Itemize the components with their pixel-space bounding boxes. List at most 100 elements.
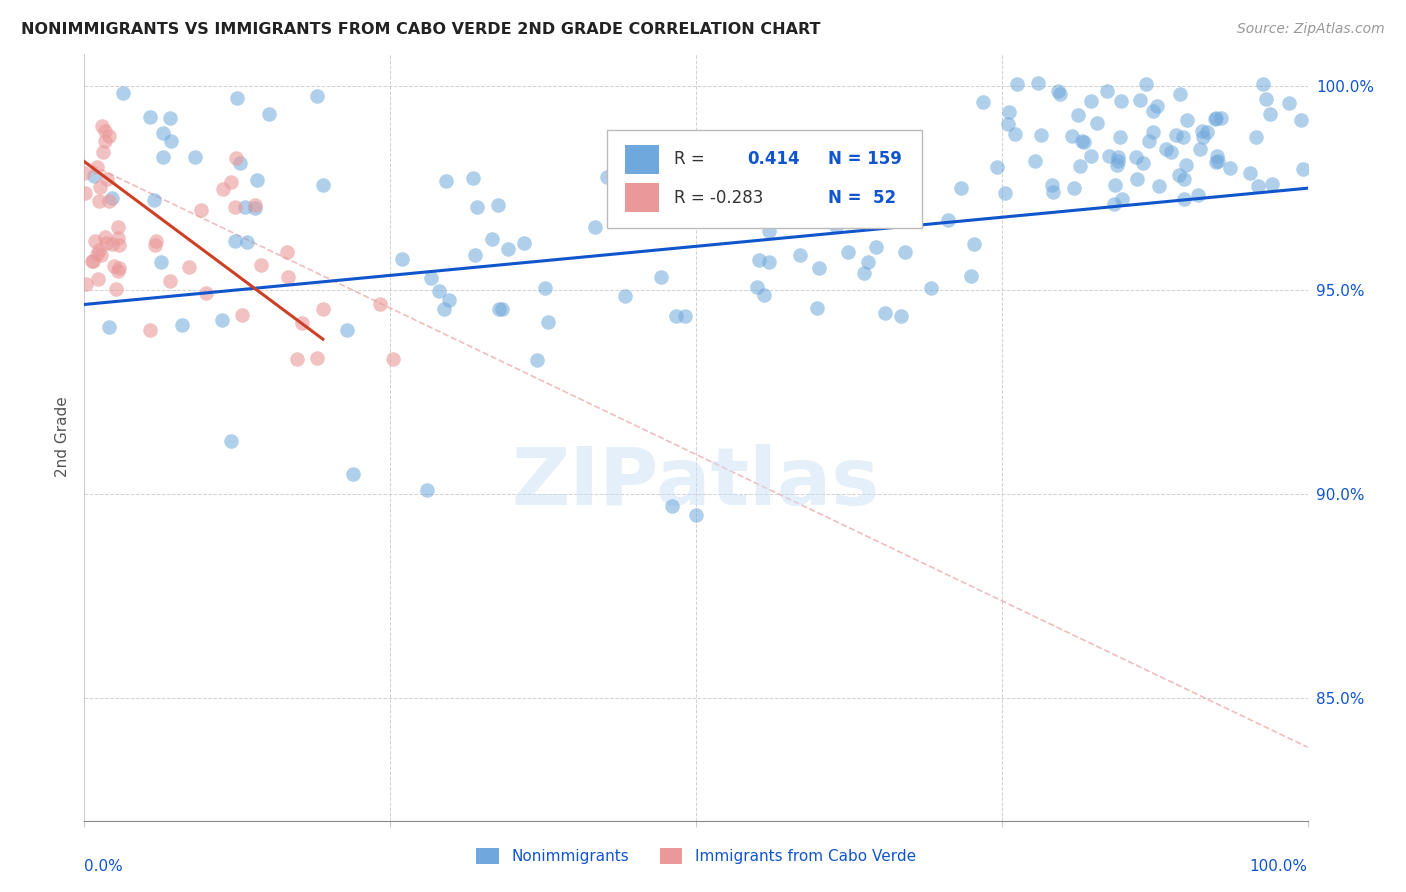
Point [1135, 77, 1157, 91]
Point [138, 111, 160, 125]
Point [1142, 125, 1164, 139]
Point [1261, 177, 1284, 191]
Point [1173, 129, 1195, 144]
Point [211, 312, 233, 326]
Point [152, 150, 174, 164]
Point [257, 106, 280, 120]
Point [236, 235, 259, 250]
Text: R =: R = [673, 151, 704, 169]
Point [752, 288, 775, 302]
Point [1080, 149, 1102, 163]
Point [650, 269, 672, 284]
Point [145, 234, 167, 248]
Point [1204, 112, 1226, 127]
Point [219, 434, 242, 449]
Point [94, 123, 117, 137]
Point [429, 285, 451, 299]
Point [112, 87, 135, 101]
Point [108, 238, 131, 252]
Point [1156, 141, 1178, 155]
Point [83, 169, 105, 184]
Point [865, 239, 887, 253]
Point [1069, 159, 1091, 173]
Point [1206, 153, 1229, 168]
Point [1187, 187, 1209, 202]
Point [1146, 99, 1168, 113]
Point [936, 213, 959, 227]
Point [96, 172, 118, 186]
Point [534, 281, 557, 295]
Point [107, 263, 129, 277]
Point [391, 252, 413, 267]
Point [1098, 149, 1121, 163]
Point [219, 176, 242, 190]
Point [824, 219, 846, 233]
Point [285, 352, 308, 367]
Text: 100.0%: 100.0% [1250, 859, 1308, 874]
Point [1253, 77, 1275, 91]
Point [1173, 192, 1195, 206]
Point [1085, 116, 1108, 130]
Point [748, 253, 770, 268]
Point [690, 185, 713, 199]
Point [90, 248, 112, 262]
Point [1046, 84, 1069, 98]
Point [583, 219, 606, 234]
Point [1205, 149, 1227, 163]
Point [997, 116, 1019, 130]
Point [994, 186, 1017, 200]
Point [80, 253, 103, 268]
Point [1175, 112, 1198, 127]
Point [613, 289, 636, 303]
Point [104, 282, 127, 296]
Point [183, 150, 205, 164]
Point [1104, 197, 1126, 211]
Point [100, 191, 122, 205]
Point [1292, 161, 1315, 176]
Point [1111, 192, 1133, 206]
Point [1067, 108, 1090, 122]
Point [224, 200, 246, 214]
Point [291, 316, 314, 330]
Point [1137, 134, 1160, 148]
Point [307, 351, 329, 366]
Point [537, 315, 560, 329]
Point [143, 237, 166, 252]
Bar [626, 145, 659, 174]
Point [837, 244, 859, 259]
Text: N = 159: N = 159 [828, 151, 903, 169]
Point [1073, 135, 1095, 149]
Point [89, 243, 111, 257]
Point [1132, 156, 1154, 170]
Point [1244, 130, 1267, 145]
Point [190, 203, 212, 218]
Point [1125, 150, 1147, 164]
Point [875, 306, 897, 320]
Point [73, 166, 96, 180]
Point [149, 255, 172, 269]
Text: Source: ZipAtlas.com: Source: ZipAtlas.com [1237, 22, 1385, 37]
Point [381, 351, 404, 366]
Point [853, 266, 876, 280]
Point [179, 260, 201, 275]
Point [87, 272, 110, 286]
Point [1005, 77, 1028, 91]
Point [464, 248, 486, 262]
Point [740, 171, 762, 186]
Point [159, 274, 181, 288]
Point [758, 255, 780, 269]
Point [1278, 95, 1301, 110]
Bar [626, 183, 659, 212]
Point [806, 301, 828, 315]
Point [231, 308, 253, 322]
Point [107, 260, 129, 275]
Point [86, 247, 108, 261]
Point [243, 201, 266, 215]
Point [1104, 178, 1126, 192]
Point [307, 89, 329, 103]
Point [1107, 150, 1129, 164]
Point [1060, 129, 1083, 144]
Point [1107, 154, 1129, 169]
Point [159, 111, 181, 125]
Point [94, 134, 117, 148]
